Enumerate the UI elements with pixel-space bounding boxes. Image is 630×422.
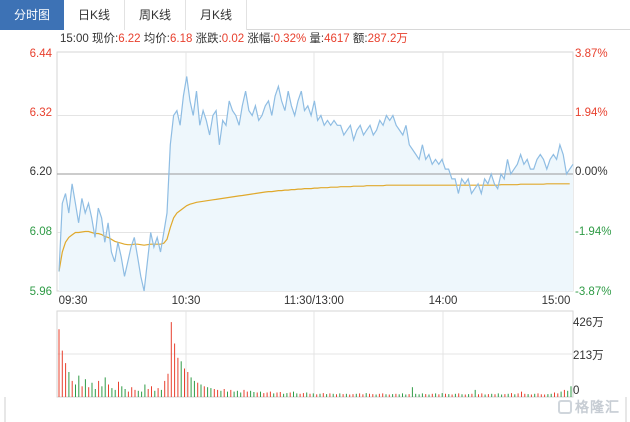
tab-monthly-k[interactable]: 月K线 <box>186 0 248 30</box>
tab-intraday[interactable]: 分时图 <box>0 0 65 30</box>
info-pct-label: 涨幅: <box>247 33 274 45</box>
info-pct: 0.32% <box>273 33 307 45</box>
info-avg: 6.18 <box>169 33 193 45</box>
left-tick-4: 5.96 <box>30 286 52 298</box>
volume-grid <box>57 311 573 397</box>
quote-info-bar: 15:00 现价:6.22 均价:6.18 涨跌:0.02 涨幅:0.32% 量… <box>60 31 408 47</box>
time-tick-1: 10:30 <box>172 295 201 307</box>
volume-bars <box>58 322 572 397</box>
time-tick-0: 09:30 <box>59 295 88 307</box>
info-change: 0.02 <box>221 33 245 45</box>
price-line <box>58 76 574 292</box>
right-tick-3: -1.94% <box>575 226 611 238</box>
vol-tick-0: 426万 <box>573 317 604 329</box>
vol-tick-1: 213万 <box>573 350 604 362</box>
watermark-text: 格隆汇 <box>575 399 620 415</box>
chart-tab-bar: 分时图 日K线 周K线 月K线 <box>0 0 630 30</box>
right-tick-1: 1.94% <box>575 107 608 119</box>
info-change-label: 涨跌: <box>195 33 222 45</box>
tab-daily-k[interactable]: 日K线 <box>64 0 126 30</box>
left-tick-3: 6.08 <box>30 226 52 238</box>
watermark: 格隆汇 <box>558 397 620 417</box>
info-avg-label: 均价: <box>143 33 170 45</box>
right-tick-4: -3.87% <box>575 286 611 298</box>
right-tick-0: 3.87% <box>575 48 608 60</box>
left-tick-1: 6.32 <box>30 107 52 119</box>
info-time: 15:00 <box>60 33 89 45</box>
info-vol: 4617 <box>324 33 350 45</box>
time-tick-3: 14:00 <box>429 295 458 307</box>
right-tick-2: 0.00% <box>575 166 608 178</box>
time-tick-2: 11:30/13:00 <box>284 295 344 307</box>
info-price-label: 现价: <box>91 33 119 45</box>
time-tick-4: 15:00 <box>542 295 571 307</box>
info-vol-label: 量: <box>309 33 325 45</box>
info-amount: 287.2万 <box>367 33 408 45</box>
tab-weekly-k[interactable]: 周K线 <box>125 0 187 30</box>
info-price: 6.22 <box>118 33 141 45</box>
left-tick-0: 6.44 <box>30 48 53 60</box>
left-tick-2: 6.20 <box>30 166 52 178</box>
price-area-fill <box>59 76 573 291</box>
vol-tick-2: 0 <box>573 385 579 397</box>
info-amount-label: 额: <box>352 33 368 45</box>
avg-price-line <box>58 183 570 272</box>
watermark-logo-icon <box>558 400 572 414</box>
